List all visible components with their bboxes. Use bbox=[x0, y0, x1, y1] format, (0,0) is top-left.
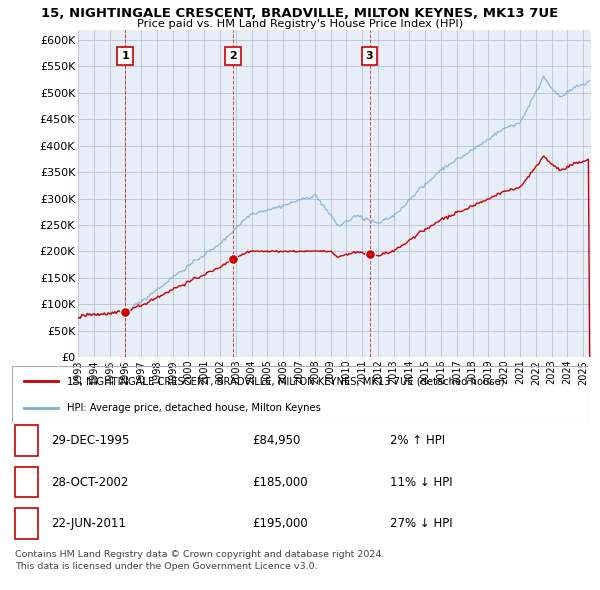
Text: 11% ↓ HPI: 11% ↓ HPI bbox=[390, 476, 452, 489]
Text: 3: 3 bbox=[22, 517, 31, 530]
Text: 15, NIGHTINGALE CRESCENT, BRADVILLE, MILTON KEYNES, MK13 7UE: 15, NIGHTINGALE CRESCENT, BRADVILLE, MIL… bbox=[41, 7, 559, 20]
Text: Price paid vs. HM Land Registry's House Price Index (HPI): Price paid vs. HM Land Registry's House … bbox=[137, 19, 463, 30]
Text: £84,950: £84,950 bbox=[252, 434, 301, 447]
Text: 2: 2 bbox=[22, 476, 31, 489]
Text: This data is licensed under the Open Government Licence v3.0.: This data is licensed under the Open Gov… bbox=[15, 562, 317, 571]
Text: 2: 2 bbox=[229, 51, 237, 61]
Text: HPI: Average price, detached house, Milton Keynes: HPI: Average price, detached house, Milt… bbox=[67, 403, 320, 413]
Text: 29-DEC-1995: 29-DEC-1995 bbox=[51, 434, 130, 447]
Text: 1: 1 bbox=[121, 51, 129, 61]
Text: 27% ↓ HPI: 27% ↓ HPI bbox=[390, 517, 452, 530]
Text: £195,000: £195,000 bbox=[252, 517, 308, 530]
Text: 1: 1 bbox=[22, 434, 31, 447]
Text: 3: 3 bbox=[366, 51, 373, 61]
Text: 15, NIGHTINGALE CRESCENT, BRADVILLE, MILTON KEYNES, MK13 7UE (detached house): 15, NIGHTINGALE CRESCENT, BRADVILLE, MIL… bbox=[67, 376, 505, 386]
Text: 22-JUN-2011: 22-JUN-2011 bbox=[51, 517, 126, 530]
Text: 2% ↑ HPI: 2% ↑ HPI bbox=[390, 434, 445, 447]
Text: Contains HM Land Registry data © Crown copyright and database right 2024.: Contains HM Land Registry data © Crown c… bbox=[15, 550, 385, 559]
Text: £185,000: £185,000 bbox=[252, 476, 308, 489]
Text: 28-OCT-2002: 28-OCT-2002 bbox=[51, 476, 128, 489]
